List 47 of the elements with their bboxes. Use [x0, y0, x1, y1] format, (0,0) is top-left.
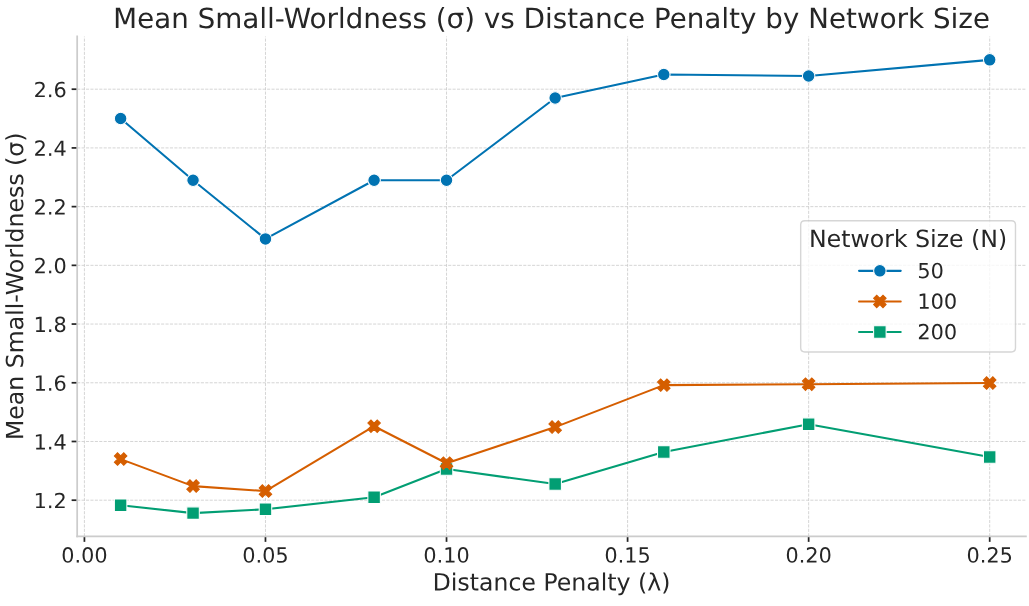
- point: [186, 173, 200, 187]
- y-tick-label: 2.2: [35, 199, 65, 215]
- point: [367, 419, 381, 433]
- point: [439, 456, 454, 470]
- x-tick-label: 0.25: [967, 547, 1012, 563]
- point: [113, 498, 128, 512]
- chart-title: Mean Small-Worldness (σ) vs Distance Penalty by Network Size: [115, 6, 989, 34]
- y-axis-title: Mean Small-Worldness (σ): [5, 134, 27, 438]
- y-tick-label: 1.8: [35, 316, 66, 333]
- y-tick-label: 2.0: [35, 257, 66, 274]
- y-tick-label: 1.6: [35, 375, 66, 391]
- point: [657, 378, 671, 392]
- point: [186, 506, 200, 520]
- x-tick-label: 0.15: [605, 547, 649, 563]
- point: [801, 69, 816, 83]
- point: [548, 477, 562, 491]
- point: [258, 502, 273, 517]
- point: [801, 377, 816, 392]
- point: [657, 445, 671, 459]
- legend-label: 50: [918, 262, 943, 279]
- legend-label: 200: [918, 323, 956, 340]
- y-tick-label: 2.4: [35, 140, 66, 156]
- y-tick-label: 1.4: [35, 434, 66, 450]
- point: [439, 173, 454, 187]
- point: [258, 232, 273, 246]
- point: [258, 484, 273, 498]
- point: [982, 53, 997, 67]
- point: [801, 417, 816, 431]
- point: [367, 490, 381, 505]
- x-tick-label: 0.00: [62, 547, 107, 563]
- point: [113, 111, 128, 126]
- x-tick-label: 0.20: [786, 547, 831, 563]
- point: [548, 420, 562, 434]
- x-axis-title: Distance Penalty (λ): [434, 572, 669, 596]
- point: [367, 173, 381, 187]
- legend-label: 100: [919, 293, 956, 310]
- x-tick-label: 0.05: [243, 547, 287, 563]
- y-tick-label: 1.2: [35, 492, 65, 509]
- point: [186, 479, 200, 493]
- point: [657, 67, 671, 82]
- point: [982, 376, 997, 390]
- point: [548, 91, 562, 105]
- point: [982, 450, 997, 464]
- point: [113, 452, 128, 466]
- y-tick-label: 2.6: [35, 81, 66, 98]
- legend-title: Network Size (N): [811, 229, 1006, 251]
- x-tick-label: 0.10: [424, 547, 469, 563]
